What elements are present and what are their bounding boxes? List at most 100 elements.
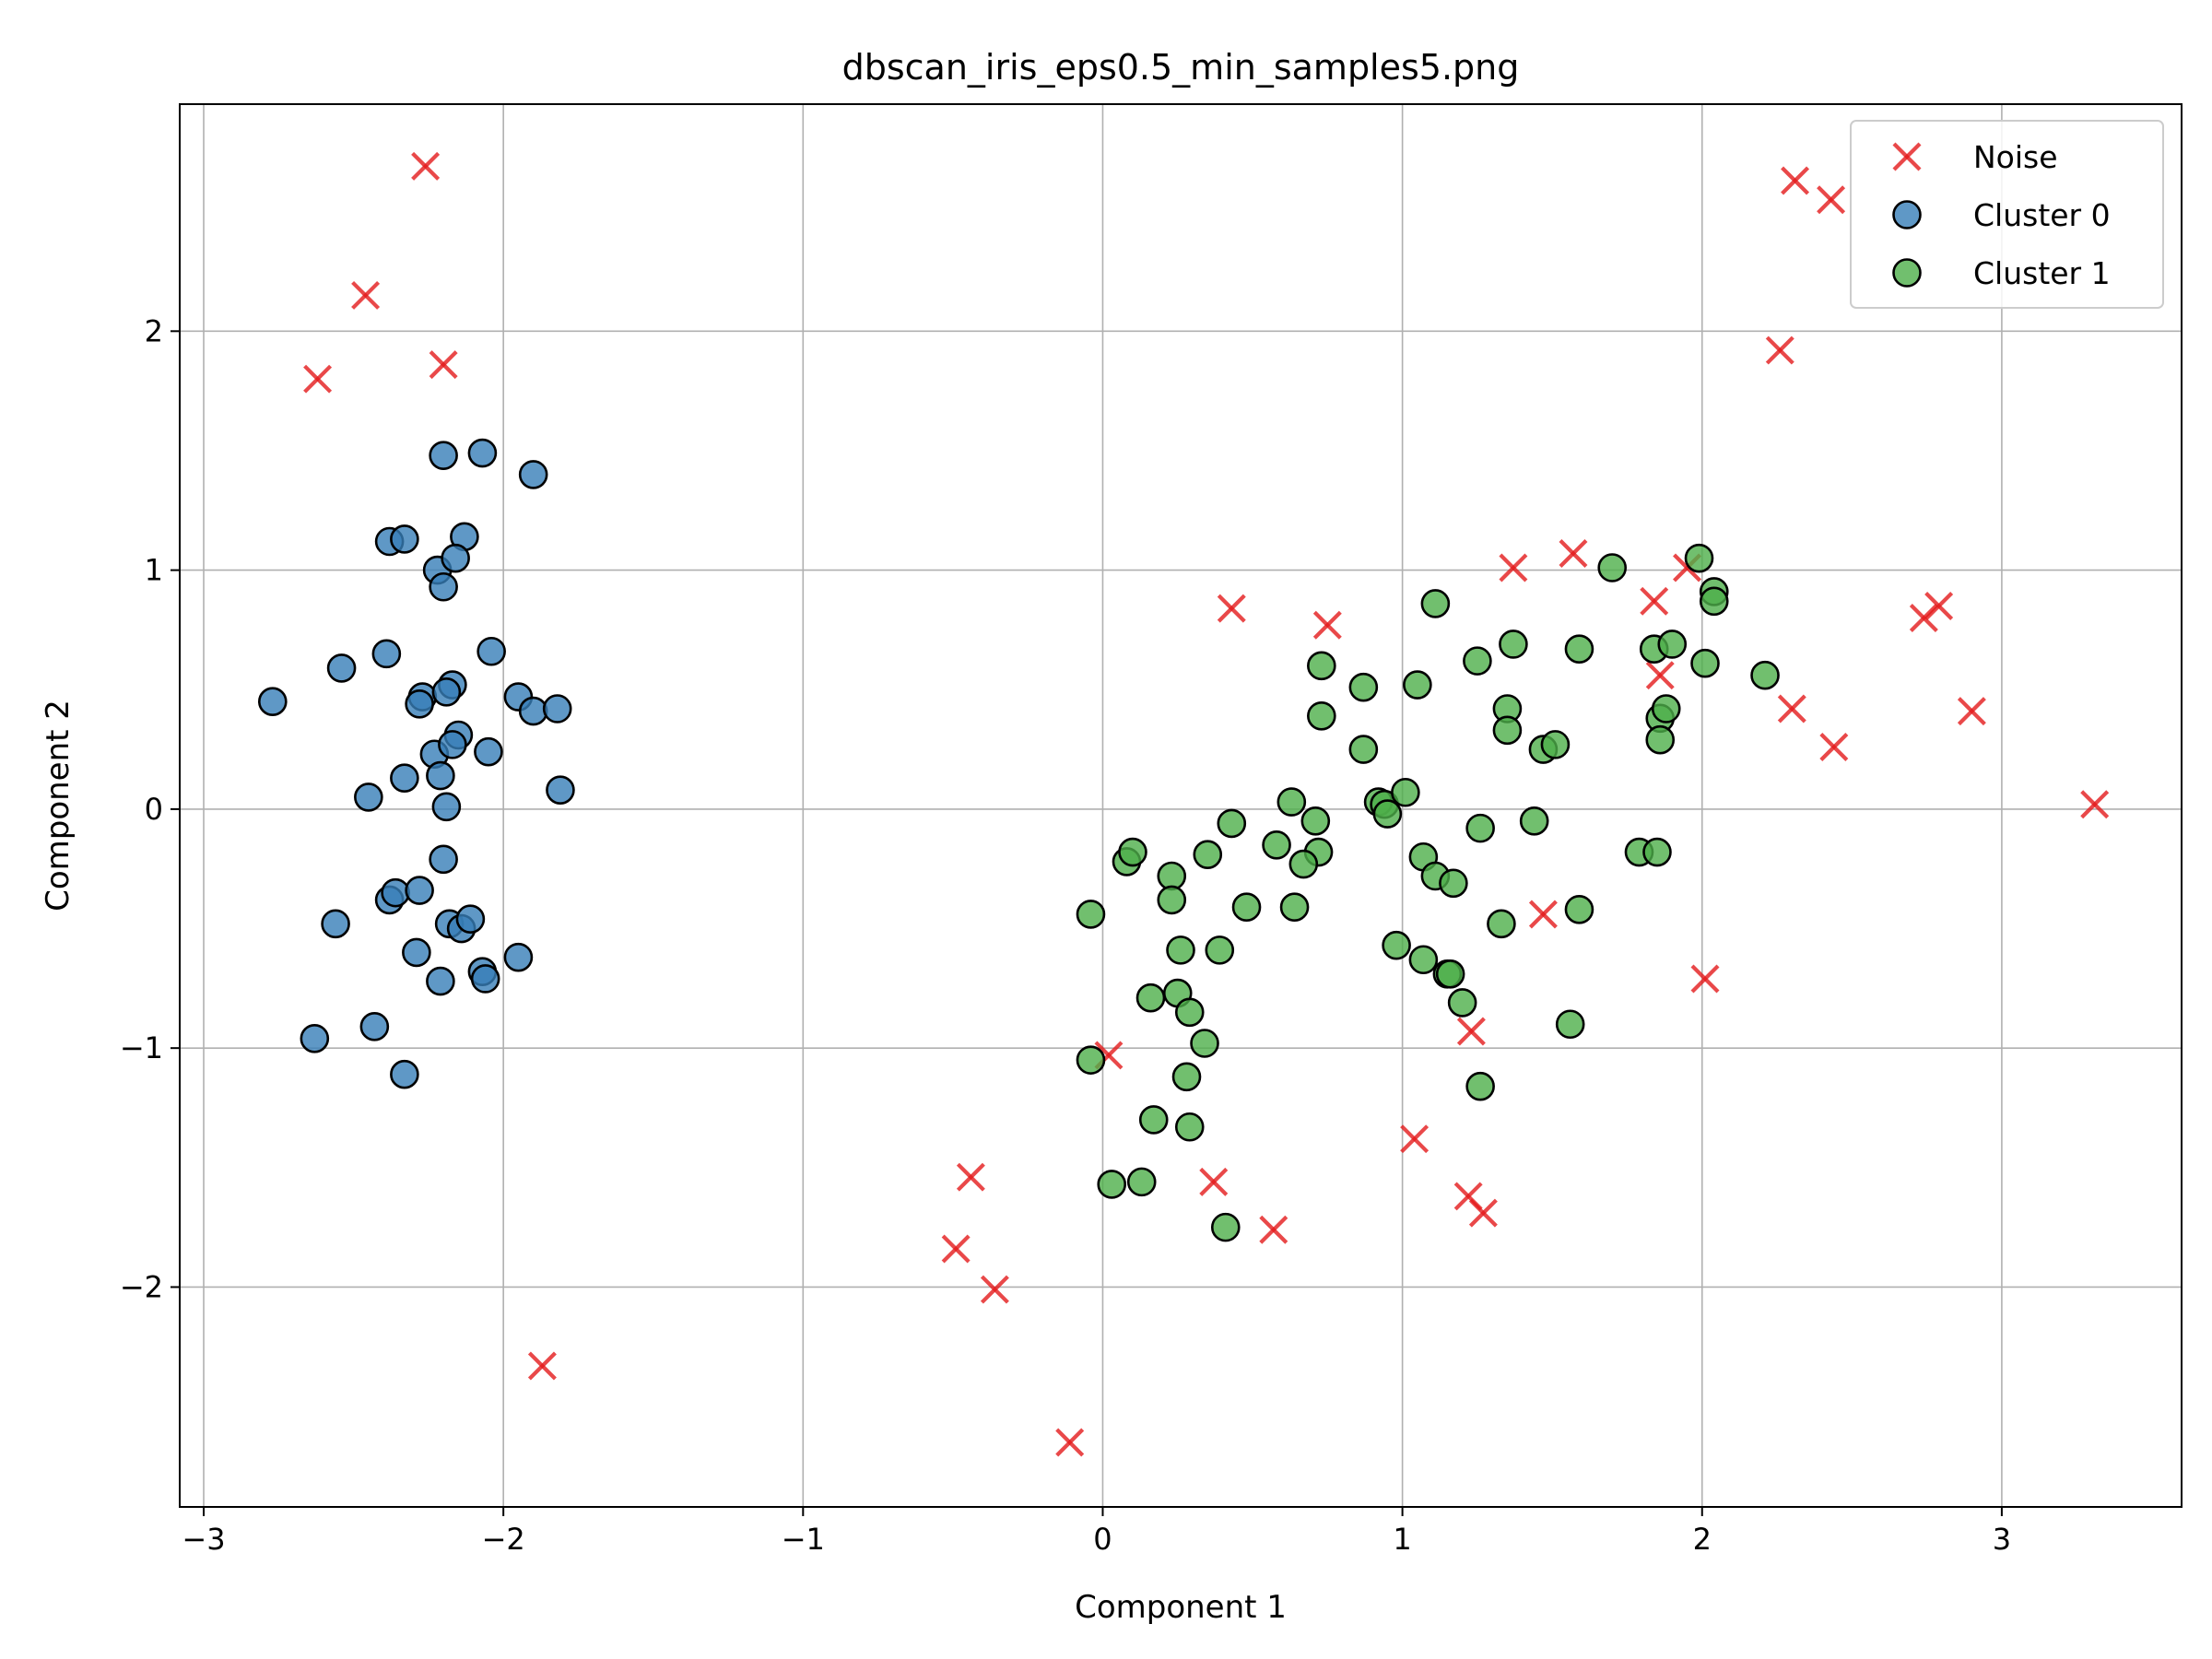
cluster-point xyxy=(1174,997,1205,1028)
cluster-point xyxy=(1076,900,1106,929)
cluster-point xyxy=(371,639,402,669)
noise-point xyxy=(303,364,333,394)
noise-point xyxy=(956,1162,985,1192)
cluster-point xyxy=(1288,849,1319,879)
cluster-point xyxy=(1651,694,1681,724)
cluster-point xyxy=(1190,1029,1219,1058)
noise-point xyxy=(1777,694,1806,724)
y-tick-label: 0 xyxy=(145,792,163,827)
cluster-point xyxy=(429,441,458,470)
cluster-point xyxy=(1157,885,1187,915)
cluster-point xyxy=(477,636,506,666)
y-axis-label: Component 2 xyxy=(40,700,76,912)
noise-point xyxy=(1199,1167,1229,1196)
cluster-point xyxy=(441,543,470,573)
cluster-point xyxy=(1262,830,1291,860)
cluster-point xyxy=(390,524,419,554)
cluster-point xyxy=(429,571,458,602)
noise-point xyxy=(1781,166,1810,195)
y-tick-label: 2 xyxy=(145,313,163,348)
noise-point xyxy=(1312,610,1342,640)
noise-point xyxy=(1217,594,1246,623)
noise-point xyxy=(1817,185,1846,215)
legend-box xyxy=(1850,120,2164,309)
cluster-point xyxy=(1408,945,1439,975)
legend-label: Cluster 0 xyxy=(1973,197,2111,233)
noise-point xyxy=(527,1351,557,1381)
noise-point xyxy=(1559,538,1588,568)
x-tick-label: −2 xyxy=(482,1522,525,1557)
noise-point xyxy=(1640,586,1669,616)
cluster-point xyxy=(1138,1105,1169,1135)
cluster-point xyxy=(381,877,410,908)
noise-point xyxy=(1468,1198,1498,1228)
cluster-point xyxy=(1076,1045,1106,1075)
cluster-point xyxy=(390,763,419,793)
cluster-point xyxy=(1171,1062,1202,1092)
noise-point xyxy=(1765,335,1794,365)
noise-point xyxy=(980,1275,1009,1304)
cluster-point xyxy=(431,792,462,822)
legend-marker xyxy=(1892,142,1922,171)
cluster-point xyxy=(1126,1167,1157,1197)
series-cluster-1 xyxy=(1076,543,1780,1242)
axis-ticks: −3 −2 −1 0 1 2 3 −2 −1 0 1 2 xyxy=(120,313,2011,1557)
cluster-point xyxy=(354,782,383,812)
cluster-point xyxy=(1217,808,1247,839)
cluster-point xyxy=(1487,909,1516,939)
cluster-point xyxy=(1519,806,1549,836)
cluster-point xyxy=(257,687,288,717)
cluster-point xyxy=(1597,553,1628,582)
noise-point xyxy=(1456,1017,1486,1046)
noise-point xyxy=(1528,900,1558,929)
cluster-point xyxy=(1564,634,1594,664)
cluster-point xyxy=(1699,586,1729,617)
cluster-point xyxy=(1420,589,1451,618)
cluster-point xyxy=(542,694,572,724)
noise-point xyxy=(1499,553,1528,582)
cluster-point xyxy=(518,696,548,726)
noise-point xyxy=(1645,661,1675,690)
noise-point xyxy=(1819,732,1849,761)
cluster-point xyxy=(1564,894,1594,924)
x-tick-label: 2 xyxy=(1693,1522,1712,1557)
cluster-point xyxy=(1205,935,1235,965)
cluster-point xyxy=(1750,660,1780,690)
cluster-point xyxy=(546,775,575,805)
legend-marker xyxy=(1892,258,1922,288)
grid-lines xyxy=(180,104,2182,1507)
cluster-point xyxy=(390,1059,419,1089)
cluster-point xyxy=(1463,646,1492,676)
x-tick-label: −1 xyxy=(782,1522,825,1557)
cluster-point xyxy=(1657,629,1688,659)
legend: Noise Cluster 0 Cluster 1 xyxy=(1850,120,2164,309)
x-tick-label: 0 xyxy=(1093,1522,1112,1557)
noise-point xyxy=(1909,603,1938,632)
x-axis-label: Component 1 xyxy=(1075,1589,1287,1626)
cluster-point xyxy=(1277,787,1307,817)
legend-label: Noise xyxy=(1973,139,2058,175)
cluster-point xyxy=(1348,672,1379,702)
cluster-point xyxy=(518,460,548,489)
cluster-point xyxy=(474,736,503,767)
noise-point xyxy=(1924,592,1954,620)
cluster-point xyxy=(300,1024,330,1053)
cluster-point xyxy=(1403,670,1432,700)
cluster-point xyxy=(1135,982,1166,1013)
cluster-point xyxy=(1540,730,1571,759)
cluster-point xyxy=(1555,1009,1585,1040)
cluster-point xyxy=(426,966,455,996)
cluster-point xyxy=(1348,735,1379,764)
noise-point xyxy=(1400,1124,1430,1154)
cluster-point xyxy=(1645,724,1676,755)
cluster-point xyxy=(1382,930,1411,960)
noise-point xyxy=(429,350,458,380)
cluster-point xyxy=(1435,959,1465,989)
noise-point xyxy=(1957,697,1986,726)
cluster-point xyxy=(1279,892,1310,922)
cluster-point xyxy=(1391,777,1420,807)
cluster-point xyxy=(1642,837,1672,867)
cluster-point xyxy=(1684,543,1714,573)
cluster-point xyxy=(1166,935,1195,965)
